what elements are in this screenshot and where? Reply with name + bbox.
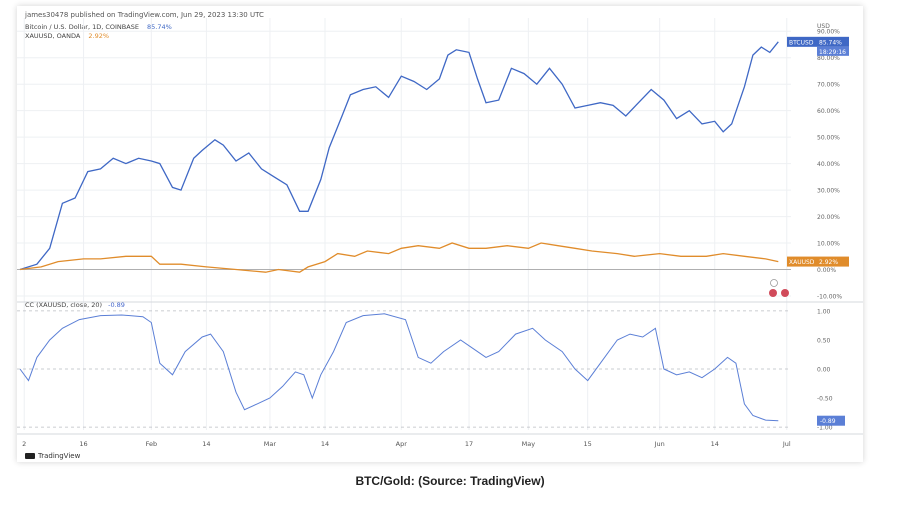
currency-label: USD xyxy=(817,23,830,30)
x-tick-label: 14 xyxy=(711,440,719,448)
figure-caption: BTC/Gold: (Source: TradingView) xyxy=(355,474,545,488)
series-line-btcusd xyxy=(19,41,779,271)
last-value-tag-xauusd xyxy=(787,256,817,267)
cc-legend-label: CC (XAUUSD, close, 20) xyxy=(25,301,103,309)
x-tick-label: May xyxy=(522,440,536,448)
legend-btc-value: 85.74% xyxy=(147,23,172,31)
y-tick-label: 0.00% xyxy=(817,267,836,274)
x-tick-label: 16 xyxy=(79,440,87,448)
chart-frame: james30478 published on TradingView.com,… xyxy=(17,6,863,462)
countdown-box xyxy=(817,46,849,56)
y-tick-label: 40.00% xyxy=(817,161,840,168)
x-tick-label: Jul xyxy=(782,440,791,448)
tv-brand: TradingView xyxy=(38,452,81,460)
legend-gold-value: 2.92% xyxy=(88,32,110,40)
cc-y-tick-label: 0.00 xyxy=(817,367,831,374)
tradingview-logo-icon xyxy=(25,453,35,459)
cc-line xyxy=(19,313,779,422)
tv-footer: TradingView xyxy=(25,452,80,460)
cc-legend: CC (XAUUSD, close, 20) -0.89 xyxy=(25,301,125,309)
x-tick-label: Jun xyxy=(654,440,665,448)
y-tick-label: 50.00% xyxy=(817,135,840,142)
x-tick-label: Apr xyxy=(396,440,408,448)
cc-last-value-label: -0.89 xyxy=(820,418,836,425)
cc-y-tick-label: 1.00 xyxy=(817,308,831,315)
last-value-tag-btcusd xyxy=(787,36,817,47)
y-tick-label: 10.00% xyxy=(817,241,840,248)
last-value-name-btcusd: BTCUSD xyxy=(789,39,814,46)
last-value-label-btcusd: 85.74% xyxy=(819,39,842,46)
x-tick-label: 14 xyxy=(321,440,329,448)
flag-marker-icon xyxy=(781,289,789,297)
y-tick-label: 30.00% xyxy=(817,188,840,195)
last-value-box-xauusd xyxy=(817,256,849,267)
cc-legend-value: -0.89 xyxy=(108,301,125,309)
x-tick-label: 17 xyxy=(465,440,473,448)
legend-btc-label: Bitcoin / U.S. Dollar, 1D, COINBASE xyxy=(25,23,139,31)
x-tick-label: 14 xyxy=(202,440,210,448)
chart-svg: 90.00% 80.00% 70.00% 60.00% 50.00% 40.00% 30.0… xyxy=(17,18,863,448)
y-tick-label: 70.00% xyxy=(817,82,840,89)
flag-marker-icon xyxy=(769,289,777,297)
x-tick-label: 15 xyxy=(584,440,592,448)
last-value-name-xauusd: XAUUSD xyxy=(789,259,815,266)
legend-btc: Bitcoin / U.S. Dollar, 1D, COINBASE 85.7… xyxy=(25,23,172,31)
legend-gold: XAUUSD, OANDA 2.92% xyxy=(25,32,109,40)
cc-y-tick-label: -1.00 xyxy=(817,425,833,432)
y-tick-label: 80.00% xyxy=(817,55,840,62)
countdown-label: 18:29:16 xyxy=(819,49,846,56)
y-tick-label: 20.00% xyxy=(817,214,840,221)
publish-header: james30478 published on TradingView.com,… xyxy=(25,11,264,19)
series-line-xauusd xyxy=(19,242,779,273)
last-value-box-btcusd xyxy=(817,36,849,47)
cc-y-tick-label: -0.50 xyxy=(817,396,833,403)
x-tick-label: Mar xyxy=(264,440,277,448)
legend-gold-label: XAUUSD, OANDA xyxy=(25,32,81,40)
last-value-label-xauusd: 2.92% xyxy=(819,259,838,266)
y-tick-label: 90.00% xyxy=(817,29,840,36)
y-tick-label: 60.00% xyxy=(817,108,840,115)
event-marker-icon xyxy=(770,279,778,287)
x-tick-label: Feb xyxy=(146,440,158,448)
cc-last-value-box xyxy=(817,415,845,426)
x-tick-label: 2 xyxy=(22,440,26,448)
y-tick-label: -10.00% xyxy=(817,294,842,301)
cc-y-tick-label: 0.50 xyxy=(817,337,831,344)
